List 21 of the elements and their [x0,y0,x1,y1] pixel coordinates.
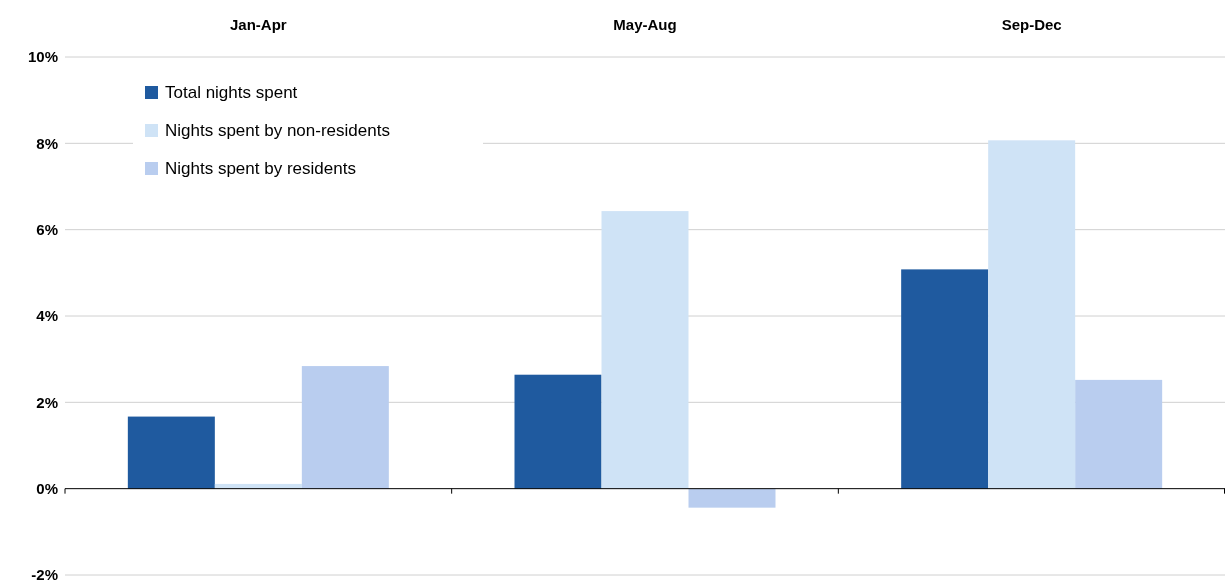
y-tick-label: 6% [36,220,58,238]
legend-label: Total nights spent [165,82,298,102]
y-tick-label: 0% [36,479,58,497]
y-tick-label: 2% [36,393,58,411]
y-tick-label: 10% [27,48,58,66]
bar [901,269,989,489]
bar [1075,379,1163,489]
y-tick-label: 4% [36,307,58,325]
x-tick-label: May-Aug [613,16,677,33]
bar [514,374,602,489]
bar [988,140,1076,489]
y-tick-label: 8% [36,134,58,152]
legend-label: Nights spent by residents [165,158,356,178]
bar [688,488,776,508]
y-tick-label: -2% [31,566,58,582]
x-tick-label: Sep-Dec [1001,16,1062,33]
bar [601,211,689,489]
x-tick-label: Jan-Apr [229,16,287,33]
bar [127,416,215,489]
bar [301,366,389,489]
legend-label: Nights spent by non-residents [165,120,390,140]
